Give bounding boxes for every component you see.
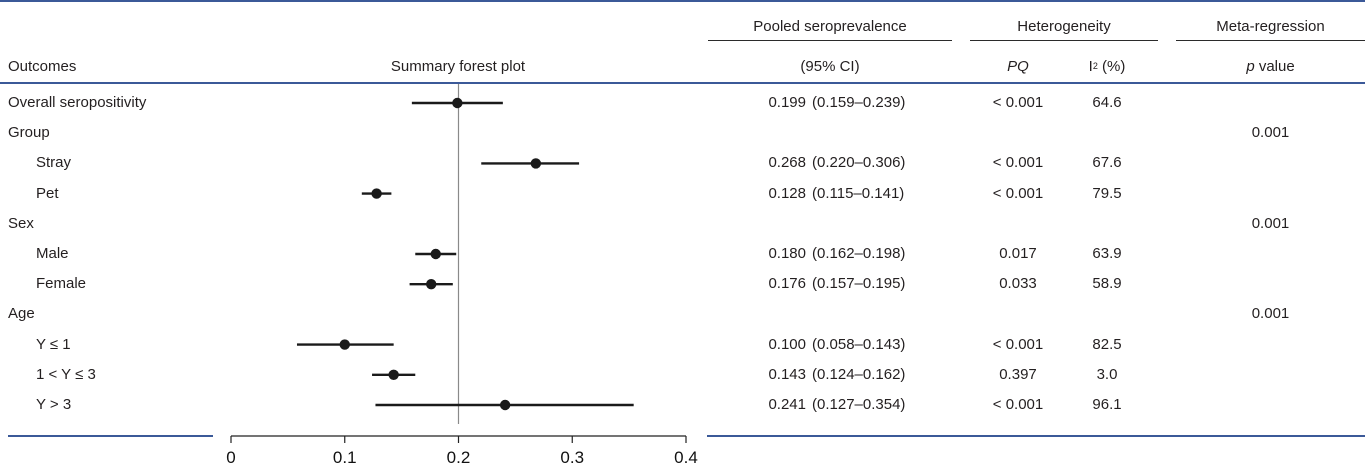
pooled-estimate: 0.143 (768, 365, 806, 383)
header-i2-unit: (%) (1097, 58, 1126, 75)
row-label: Male (36, 245, 69, 262)
estimate-point (371, 188, 382, 199)
i2-value: 64.6 (1092, 94, 1122, 111)
pq-value: < 0.001 (992, 335, 1044, 353)
meta-p-value: 0.001 (1251, 305, 1290, 323)
i2-value: 67.6 (1092, 154, 1122, 172)
pooled-ci: (0.058–0.143) (812, 335, 906, 353)
row-label: Overall seropositivity (8, 94, 147, 111)
row-label: 1 < Y ≤ 3 (36, 365, 96, 383)
top-rule (0, 0, 1365, 2)
header-pooled-ci: (95% CI) (800, 58, 860, 75)
pooled-ci: (0.115–0.141) (812, 184, 905, 202)
pq-value: < 0.001 (992, 94, 1044, 111)
pooled-estimate: 0.241 (768, 396, 806, 413)
pooled-ci: (0.124–0.162) (812, 365, 906, 383)
row-label: Sex (8, 214, 34, 232)
bottom-rule-right (707, 435, 1365, 437)
x-tick-label: 0.3 (560, 448, 584, 467)
pooled-header-underline (708, 40, 952, 41)
estimate-point (430, 248, 441, 260)
pq-value: 0.033 (999, 275, 1037, 293)
header-forest-plot: Summary forest plot (390, 58, 526, 75)
i2-value: 63.9 (1092, 245, 1122, 262)
x-tick-label: 0.4 (674, 448, 698, 467)
estimate-point (452, 97, 463, 109)
header-outcomes: Outcomes (8, 58, 77, 75)
pooled-ci: (0.159–0.239) (812, 94, 906, 111)
x-tick-label: 0.2 (447, 448, 471, 467)
estimate-point (388, 369, 399, 380)
i2-value: 96.1 (1092, 396, 1122, 413)
header-p: p (1246, 58, 1255, 75)
row-label: Pet (36, 184, 59, 202)
i2-value: 58.9 (1092, 275, 1122, 293)
header-p-value: p value (1176, 58, 1365, 76)
header-i2-sup: 2 (1092, 61, 1098, 71)
i2-value: 3.0 (1096, 365, 1118, 383)
meta-p-value: 0.001 (1251, 124, 1290, 142)
pq-value: < 0.001 (992, 396, 1044, 413)
pooled-estimate: 0.100 (768, 335, 806, 353)
pooled-estimate: 0.199 (768, 94, 806, 111)
pooled-estimate: 0.176 (768, 275, 806, 293)
pooled-ci: (0.220–0.306) (812, 154, 906, 172)
header-pq: PQ (1007, 58, 1029, 75)
estimate-point (530, 158, 542, 169)
i2-value: 79.5 (1092, 184, 1122, 202)
header-meta-regression: Meta-regression (1216, 18, 1325, 35)
header-heterogeneity: Heterogeneity (1017, 18, 1111, 35)
meta-p-value: 0.001 (1251, 214, 1290, 232)
header-i2-base: I (1088, 58, 1093, 75)
header-pooled-seroprevalence: Pooled seroprevalence (753, 18, 907, 35)
pq-value: < 0.001 (992, 154, 1044, 172)
estimate-point (499, 399, 511, 411)
header-bottom-rule (0, 82, 1365, 84)
pq-value: 0.397 (999, 365, 1037, 383)
pooled-ci: (0.162–0.198) (812, 245, 906, 262)
row-label: Female (36, 275, 87, 293)
bottom-rule-left (8, 435, 213, 437)
estimate-point (426, 279, 437, 290)
row-label: Stray (36, 154, 72, 172)
x-tick-label: 0.1 (333, 448, 357, 467)
pooled-ci: (0.157–0.195) (812, 275, 906, 293)
i2-value: 82.5 (1092, 335, 1122, 353)
row-label: Age (8, 305, 35, 323)
header-value: value (1254, 58, 1295, 75)
pooled-estimate: 0.180 (768, 245, 806, 262)
x-tick-label: 0 (226, 448, 235, 467)
pooled-estimate: 0.128 (768, 184, 806, 202)
row-label: Y > 3 (36, 396, 72, 413)
row-label: Y ≤ 1 (36, 335, 71, 353)
meta-header-underline (1176, 40, 1365, 41)
row-label: Group (8, 124, 50, 142)
header-i2: I2 (%) (1064, 58, 1150, 76)
heterogeneity-header-underline (970, 40, 1158, 41)
pooled-estimate: 0.268 (768, 154, 806, 172)
pooled-ci: (0.127–0.354) (812, 396, 906, 413)
pq-value: 0.017 (999, 245, 1037, 262)
estimate-point (339, 339, 350, 350)
pq-value: < 0.001 (992, 184, 1044, 202)
